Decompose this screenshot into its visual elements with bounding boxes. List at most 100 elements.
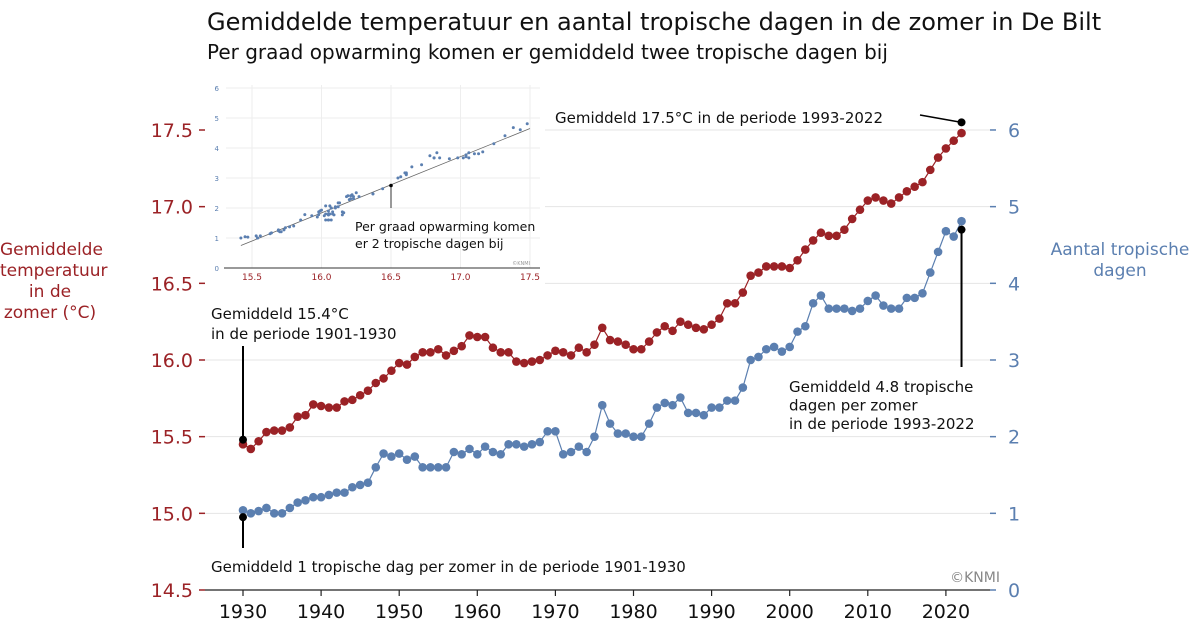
y-left-tick-label: 16.0 xyxy=(151,350,193,372)
temperature-point xyxy=(801,245,810,254)
tropical-days-point xyxy=(621,429,630,438)
temperature-point xyxy=(668,326,677,336)
tropical-days-point xyxy=(793,327,802,336)
temperature-point xyxy=(644,337,654,346)
temperature-point xyxy=(621,340,630,349)
annotation-marker xyxy=(957,225,966,234)
tropical-days-point xyxy=(301,495,310,505)
temperature-point xyxy=(879,196,888,205)
temperature-point xyxy=(832,231,841,241)
annotation-line xyxy=(919,114,962,124)
inset-x-tick-label: 15.5 xyxy=(242,273,262,283)
inset-point xyxy=(310,214,314,218)
inset-annotation-text: er 2 tropische dagen bij xyxy=(355,236,504,251)
inset-point xyxy=(258,234,262,238)
inset-point xyxy=(432,156,436,160)
temperature-point xyxy=(824,231,834,241)
inset-point xyxy=(511,126,515,130)
inset-point xyxy=(256,236,260,240)
temperature-point xyxy=(652,328,662,337)
temperature-point xyxy=(777,262,787,271)
inset-point xyxy=(477,152,481,156)
temperature-point xyxy=(699,325,709,334)
tropical-days-point xyxy=(605,419,615,428)
tropical-days-point xyxy=(683,408,693,418)
tropical-days-point xyxy=(269,509,279,518)
inset-point xyxy=(410,165,414,169)
tropical-days-point xyxy=(457,449,466,459)
inset-point xyxy=(525,122,529,126)
inset-y-tick-label: 0 xyxy=(215,265,219,273)
y-right-tick-label: 4 xyxy=(1008,273,1020,295)
temperature-point xyxy=(379,374,388,383)
temperature-point xyxy=(449,346,459,356)
tropical-days-point xyxy=(355,480,365,490)
tropical-days-point xyxy=(254,506,263,516)
temperature-point xyxy=(355,390,365,400)
temperature-point xyxy=(512,357,521,366)
tropical-days-point xyxy=(449,447,459,457)
inset-point xyxy=(331,212,335,216)
inset-y-tick-label: 4 xyxy=(215,145,220,153)
temperature-point xyxy=(793,256,802,265)
tropical-days-point xyxy=(629,432,638,441)
inset-y-tick-label: 5 xyxy=(215,115,219,123)
temperature-point xyxy=(785,263,794,273)
tropical-days-point xyxy=(480,442,490,451)
tropical-days-point xyxy=(910,293,919,303)
inset-point xyxy=(320,208,323,212)
tropical-days-point xyxy=(558,449,568,459)
annotation-marker xyxy=(239,513,247,522)
tropical-days-point xyxy=(363,478,373,487)
y-left-tick-label: 17.5 xyxy=(151,120,193,142)
tropical-days-point xyxy=(465,444,474,454)
tropical-days-point xyxy=(433,463,443,472)
temperature-point xyxy=(574,343,584,353)
tropical-days-point xyxy=(847,306,857,316)
tropical-days-point xyxy=(754,352,763,362)
tropical-days-point xyxy=(379,449,388,458)
temperature-point xyxy=(949,136,959,146)
temperature-point xyxy=(871,193,880,202)
inset-point xyxy=(269,231,273,235)
inset-x-tick-label: 16.5 xyxy=(381,273,401,283)
temperature-point xyxy=(566,351,576,360)
temperature-point xyxy=(426,348,435,357)
tropical-days-point xyxy=(699,410,709,420)
inset-point xyxy=(381,187,385,191)
inset-point xyxy=(403,171,407,175)
inset-annotation-text: Per graad opwarming komen xyxy=(355,219,535,234)
temperature-point xyxy=(488,343,498,353)
inset-point xyxy=(357,195,361,199)
inset-point xyxy=(492,142,496,146)
tropical-days-point xyxy=(652,403,662,412)
x-tick-label: 2000 xyxy=(766,601,814,623)
tropical-days-point xyxy=(832,304,841,313)
inset-point xyxy=(329,206,333,210)
temperature-point xyxy=(348,395,357,405)
watermark: ©KNMI xyxy=(950,570,1000,586)
tropical-days-point xyxy=(644,419,654,428)
tropical-days-point xyxy=(387,452,396,461)
inset-point xyxy=(347,198,351,202)
inset-point xyxy=(299,218,303,222)
inset-point xyxy=(481,150,485,154)
tropical-days-point xyxy=(871,291,880,300)
inset-chart: 15.5 16.0 16.5 17.0 17.5 0 1 2 3 4 5 6 Per graad opw… xyxy=(205,80,545,285)
temperature-point xyxy=(371,378,381,388)
temperature-point xyxy=(394,358,404,368)
inset-point xyxy=(351,197,355,201)
y-right-tick-label: 3 xyxy=(1008,350,1020,372)
temperature-point xyxy=(340,397,349,406)
tropical-days-point xyxy=(473,449,482,459)
temperature-point xyxy=(269,426,279,435)
temperature-point xyxy=(387,366,396,376)
temperature-point xyxy=(941,144,951,153)
temperature-point xyxy=(886,199,896,208)
temperature-point xyxy=(324,403,334,412)
temperature-point xyxy=(918,177,927,187)
y-right-tick-label: 1 xyxy=(1008,503,1020,525)
x-tick-label: 1980 xyxy=(609,601,657,623)
temperature-point xyxy=(551,346,560,356)
inset-point xyxy=(283,226,287,230)
